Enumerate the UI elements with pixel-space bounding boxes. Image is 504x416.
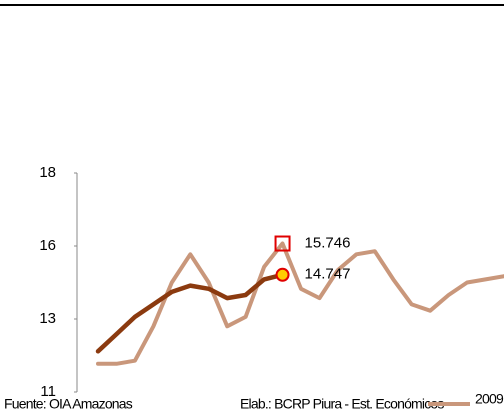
point-marker: [275, 267, 290, 282]
y-tick-label: 18: [39, 164, 56, 181]
y-tick-label: 13: [39, 310, 56, 327]
legend-label: 2009: [475, 391, 504, 407]
y-tick-label: 11: [40, 383, 56, 400]
source: Fuente: OIA Amazonas: [4, 396, 133, 412]
data-label: 15.746: [305, 234, 351, 251]
y-tick-label: 16: [39, 237, 56, 254]
data-label: 14.747: [305, 266, 351, 283]
point-marker: [274, 235, 291, 252]
credit: Elab.: BCRP Piura - Est. Económicos: [240, 396, 444, 412]
series-line: [96, 241, 504, 366]
series-line: [95, 272, 285, 354]
